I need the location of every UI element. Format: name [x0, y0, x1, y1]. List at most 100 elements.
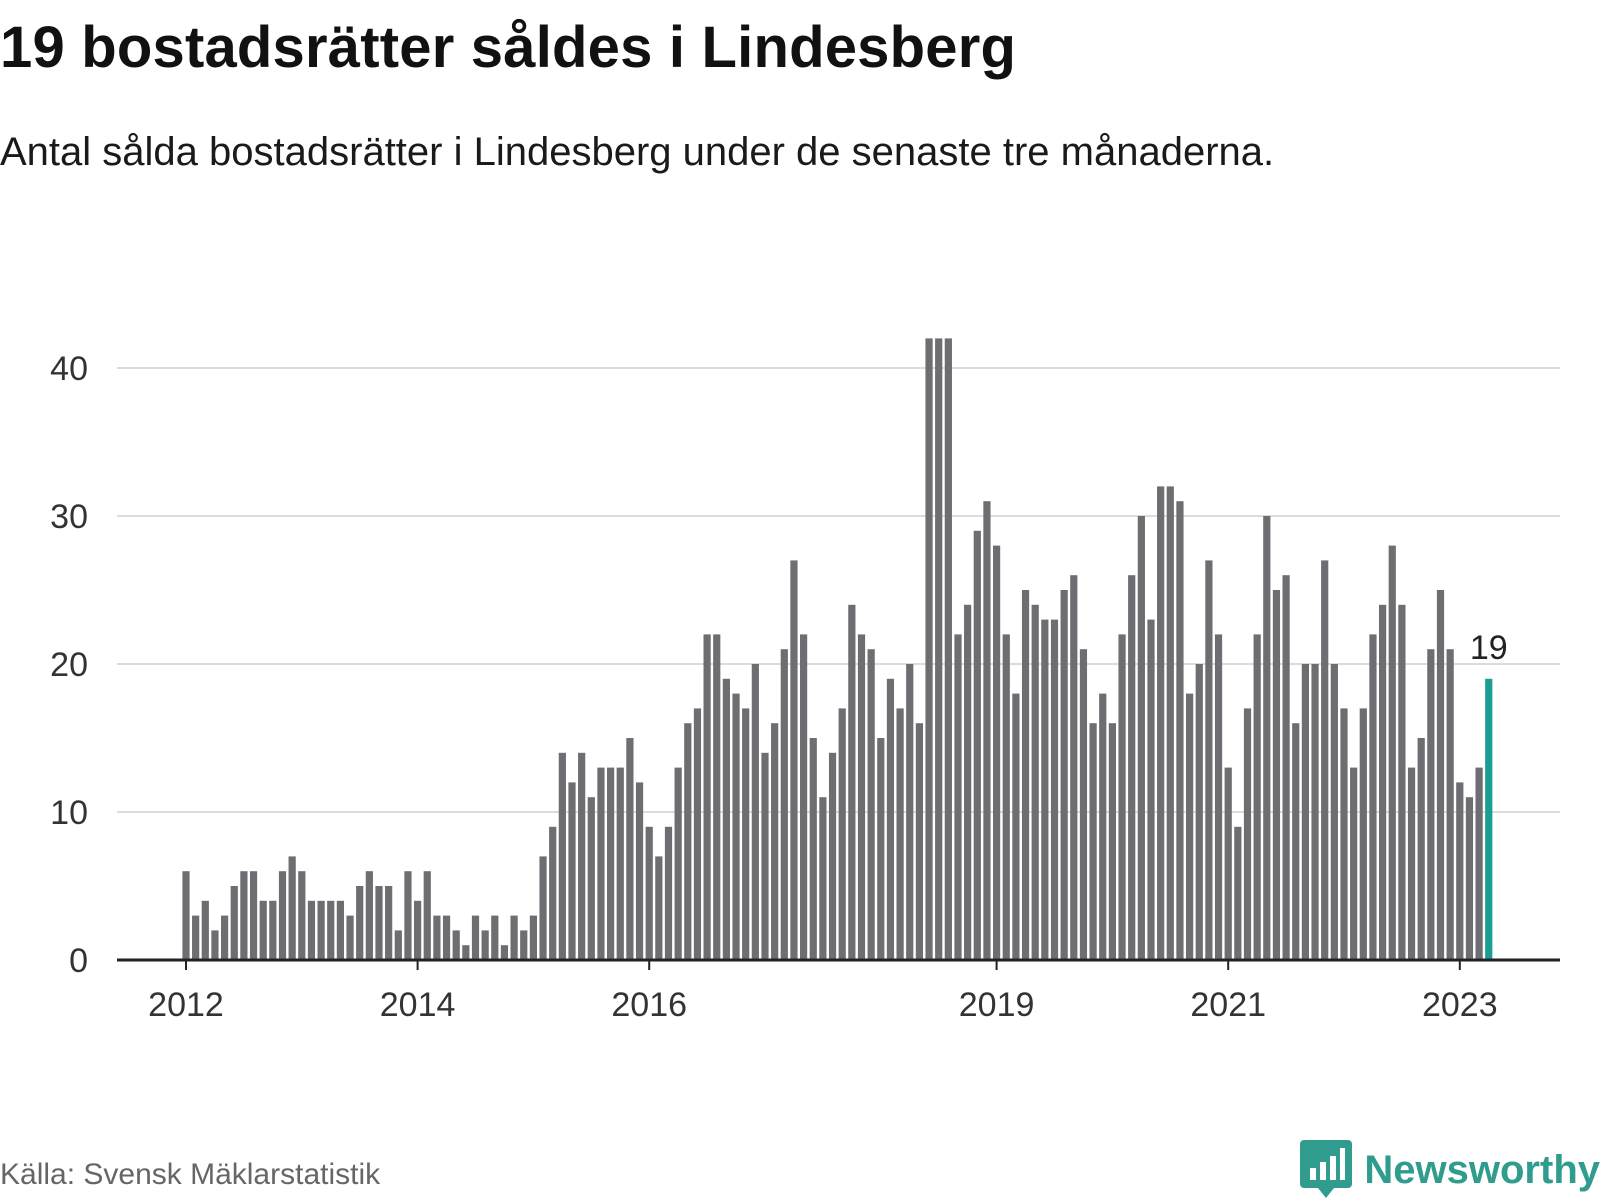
- bar: [1340, 708, 1348, 960]
- bar: [192, 915, 200, 960]
- bar: [307, 900, 316, 960]
- bar: [809, 738, 817, 960]
- bar: [1456, 782, 1464, 960]
- bar: [616, 767, 624, 960]
- bar: [1388, 545, 1396, 960]
- bar: [1436, 590, 1445, 960]
- bar: [780, 649, 788, 960]
- bar: [182, 871, 190, 960]
- bar: [288, 856, 296, 960]
- bar: [249, 871, 258, 960]
- bar: [201, 900, 209, 960]
- bar: [1050, 619, 1059, 960]
- chart-subtitle: Antal sålda bostadsrätter i Lindesberg u…: [0, 130, 1275, 174]
- bar: [800, 634, 808, 960]
- y-tick-label: 0: [69, 942, 88, 980]
- brand-name: Newsworthy: [1364, 1147, 1600, 1192]
- bar: [1292, 723, 1300, 960]
- bar: [886, 678, 895, 960]
- bar: [1214, 634, 1223, 960]
- bar: [1243, 708, 1252, 960]
- bar: [404, 871, 412, 960]
- bar: [471, 915, 480, 960]
- bar: [587, 797, 595, 960]
- x-tick-label: 2014: [380, 986, 456, 1024]
- bar: [1147, 619, 1155, 960]
- bar: [1002, 634, 1010, 960]
- bar: [1407, 767, 1416, 960]
- bar: [771, 723, 779, 960]
- bar: [1282, 575, 1290, 960]
- bar: [375, 886, 383, 960]
- bar: [848, 604, 856, 960]
- bar: [1234, 826, 1242, 960]
- bar: [1166, 486, 1174, 960]
- bar: [1301, 664, 1309, 960]
- bar: [1475, 767, 1483, 960]
- bar: [1417, 738, 1425, 960]
- bar: [973, 530, 981, 960]
- bar: [539, 856, 547, 960]
- bar: [751, 664, 759, 960]
- bar: [1398, 604, 1406, 960]
- bar: [877, 738, 885, 960]
- bar: [1108, 723, 1116, 960]
- bar: [520, 930, 528, 960]
- bar: [346, 915, 354, 960]
- bar: [211, 930, 219, 960]
- bar: [1070, 575, 1078, 960]
- bar: [1263, 516, 1271, 960]
- bar: [703, 634, 711, 960]
- bar: [1205, 560, 1213, 960]
- chart-title: 19 bostadsrätter såldes i Lindesberg: [0, 15, 1017, 80]
- bar: [317, 900, 325, 960]
- bar: [906, 664, 914, 960]
- bar: [1311, 664, 1319, 960]
- bar: [1369, 634, 1377, 960]
- bar: [1031, 604, 1039, 960]
- bar: [1321, 560, 1329, 960]
- bar: [1041, 619, 1049, 960]
- x-tick-label: 2012: [148, 986, 224, 1024]
- bar: [607, 767, 615, 960]
- bar: [925, 338, 933, 960]
- bar: [1021, 590, 1030, 960]
- bar: [578, 752, 586, 960]
- bar: [558, 752, 566, 960]
- bar: [935, 338, 943, 960]
- bar: [221, 915, 229, 960]
- bar: [867, 649, 875, 960]
- bar: [1157, 486, 1165, 960]
- bar: [278, 871, 287, 960]
- x-tick-label: 2016: [611, 986, 687, 1024]
- y-tick-label: 20: [50, 646, 88, 684]
- x-tick-label: 2021: [1190, 986, 1266, 1024]
- bar: [356, 886, 364, 960]
- bar: [761, 752, 769, 960]
- bar: [954, 634, 962, 960]
- bar: [549, 826, 557, 960]
- bar: [230, 886, 238, 960]
- bar: [423, 871, 431, 960]
- bar: [1186, 693, 1194, 960]
- bar: [597, 767, 605, 960]
- bar: [1224, 767, 1232, 960]
- bar: [944, 338, 952, 960]
- bar: [452, 930, 460, 960]
- bar: [1427, 649, 1435, 960]
- bar: [327, 900, 335, 960]
- bar: [1099, 693, 1107, 960]
- source-note: Källa: Svensk Mäklarstatistik: [0, 1158, 381, 1191]
- bar: [481, 930, 489, 960]
- bar: [713, 634, 721, 960]
- bar: [1089, 723, 1097, 960]
- newsworthy-logo-icon: [1300, 1140, 1353, 1198]
- bar: [964, 604, 972, 960]
- y-tick-label: 10: [50, 794, 88, 832]
- bar: [1176, 501, 1184, 960]
- bar: [1330, 664, 1338, 960]
- y-tick-label: 40: [50, 350, 88, 388]
- bar: [568, 782, 576, 960]
- bar: [1128, 575, 1136, 960]
- bar: [896, 708, 904, 960]
